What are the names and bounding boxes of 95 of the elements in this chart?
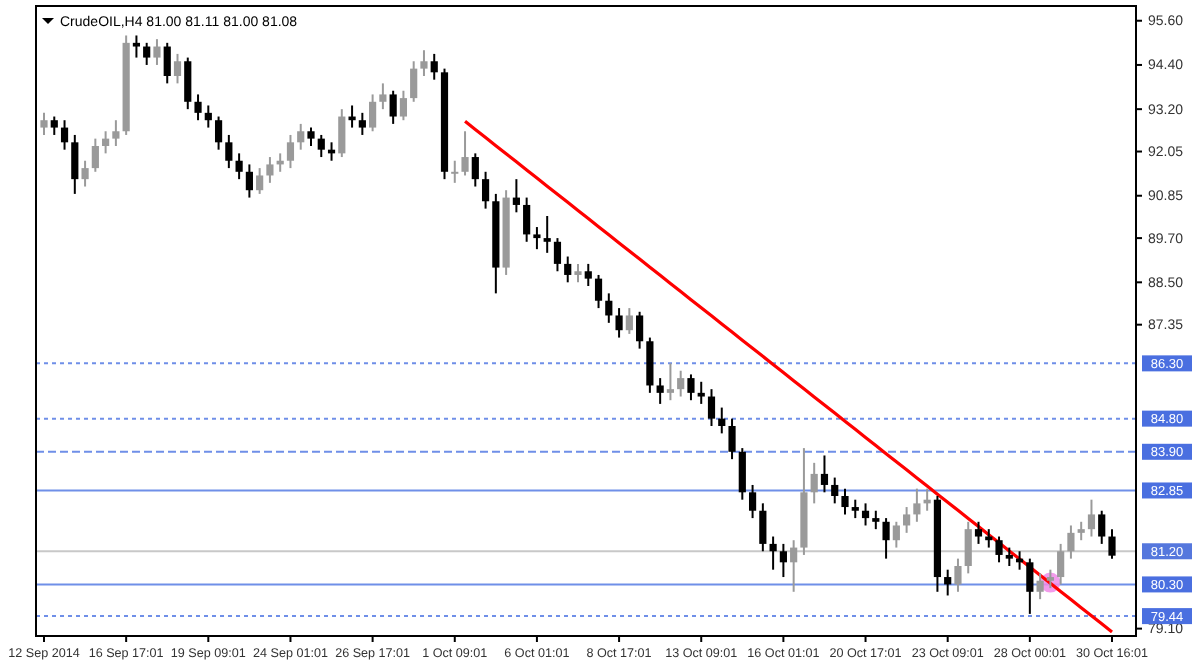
candlestick [1087,498,1096,538]
line-series [463,119,1114,634]
candlestick [790,539,798,593]
candlestick [451,159,459,184]
candlestick [379,82,387,111]
candlestick [204,104,212,129]
candlestick [338,108,346,159]
candlestick [40,111,48,136]
candlestick [143,41,151,66]
candlestick [707,388,716,427]
candlestick [91,137,99,173]
candlestick [913,487,921,523]
candlestick [163,41,171,85]
candlestick [615,307,623,339]
candlestick [214,115,223,151]
candlestick [286,133,295,170]
candlestick [841,487,849,516]
candlestick [944,568,952,597]
candlestick [974,520,983,545]
candlestick [872,509,880,531]
candlestick [820,454,829,494]
candlestick [153,38,161,66]
candlestick [369,93,377,133]
candlestick [687,373,695,402]
candlestick [1005,546,1013,567]
candlestick [81,159,89,188]
candlestick [646,336,654,394]
candlestick [666,362,675,402]
candlestick [471,152,479,188]
candlestick [420,49,428,77]
candlestick [1036,572,1044,601]
candlestick [317,133,325,159]
candlestick [543,215,551,254]
candlestick [553,237,562,273]
candlestick [102,130,110,155]
candlestick [769,535,777,571]
candlestick [245,163,253,199]
candlestick [358,111,366,136]
candlestick [461,130,469,177]
candlestick [297,122,305,151]
candlestick [779,542,787,579]
candlestick [194,93,202,122]
candlestick [225,133,233,170]
candlestick [348,104,356,129]
candlestick [1077,520,1085,542]
candlestick [954,557,962,593]
candlestick [861,502,870,527]
candlestick [235,152,243,181]
candlestick [389,89,397,125]
candlestick [50,115,58,136]
candlestick [625,307,633,335]
candlestick [964,520,972,575]
candlestick [399,89,408,122]
candlestick [892,520,900,549]
candlestick [512,178,520,214]
candlestick [718,406,726,435]
candlestick [71,133,79,195]
candlestick [184,56,192,111]
candlestick [636,310,644,350]
candlestick [995,535,1003,564]
candlestick [697,380,705,405]
candlestick [1046,568,1054,590]
candlestick [831,476,839,505]
candlestick [1067,524,1075,560]
candlestick [677,369,685,398]
candlestick [1026,557,1034,615]
candlestick [810,461,818,505]
candlestick [430,52,438,81]
candlestick [851,498,859,520]
candlestick [256,167,264,195]
candlestick [266,156,274,184]
candlestick [481,170,490,210]
candlestick [1057,542,1065,586]
candlestick [584,262,592,287]
candlestick [738,447,746,501]
candlestick [173,52,182,85]
candlestick [882,517,890,560]
candlestick [574,262,582,284]
candlestick [605,292,613,324]
candlestick [564,255,572,284]
candlestick [132,34,141,59]
candlestick [533,226,541,251]
candlestick [903,506,911,534]
candlestick [1108,528,1116,560]
candlestick [307,126,315,147]
candlestick [523,196,531,243]
candlestick [656,377,664,405]
candlestick [748,483,757,520]
candlestick [1098,509,1106,545]
candlestick [60,119,69,151]
candlestick [759,502,767,553]
candlestick [728,417,736,461]
candlestick [594,273,603,310]
candlestick [410,60,418,103]
candlestick [112,119,120,147]
